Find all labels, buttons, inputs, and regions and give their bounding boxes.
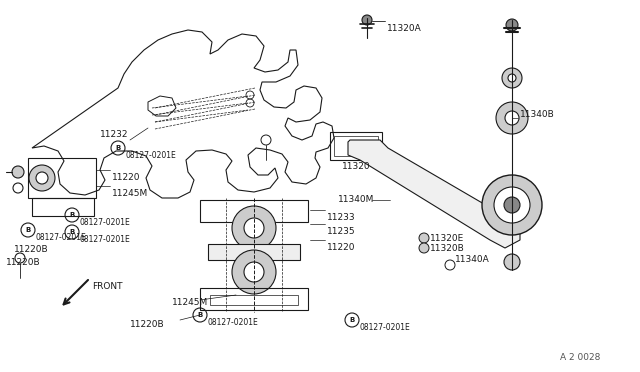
Text: 11320E: 11320E	[430, 234, 464, 243]
Circle shape	[362, 15, 372, 25]
Circle shape	[504, 254, 520, 270]
Text: 11220: 11220	[327, 243, 355, 252]
Text: B: B	[349, 317, 355, 323]
Circle shape	[244, 218, 264, 238]
Text: 08127-0201E: 08127-0201E	[208, 318, 259, 327]
Circle shape	[496, 102, 528, 134]
Text: 11340A: 11340A	[455, 255, 490, 264]
Text: 11233: 11233	[327, 213, 356, 222]
Text: B: B	[115, 145, 120, 151]
Bar	[334, 136, 378, 156]
Text: B: B	[69, 212, 75, 218]
Text: B: B	[69, 229, 75, 235]
Bar	[330, 132, 382, 160]
Circle shape	[482, 175, 542, 235]
Text: 11232: 11232	[100, 130, 129, 139]
Circle shape	[506, 19, 518, 31]
Text: 11220B: 11220B	[130, 320, 164, 329]
Bar	[200, 200, 308, 222]
Text: 11220B: 11220B	[6, 258, 40, 267]
Text: 11320A: 11320A	[387, 24, 422, 33]
Text: 08127-0201E: 08127-0201E	[360, 323, 411, 332]
Circle shape	[29, 165, 55, 191]
Text: 11245M: 11245M	[112, 189, 148, 198]
Circle shape	[36, 172, 48, 184]
Circle shape	[232, 206, 276, 250]
Bar	[32, 198, 94, 216]
PathPatch shape	[348, 140, 520, 248]
Bar	[200, 288, 308, 310]
Text: B: B	[26, 227, 31, 233]
Text: FRONT: FRONT	[92, 282, 122, 291]
Circle shape	[419, 243, 429, 253]
Circle shape	[12, 166, 24, 178]
Text: A 2 0028: A 2 0028	[559, 353, 600, 362]
Circle shape	[244, 262, 264, 282]
Text: 11245M: 11245M	[172, 298, 208, 307]
Text: 08127-0201E: 08127-0201E	[126, 151, 177, 160]
Text: B: B	[197, 312, 203, 318]
Text: 11340M: 11340M	[338, 195, 374, 204]
Text: 11220B: 11220B	[14, 245, 49, 254]
Circle shape	[508, 74, 516, 82]
Circle shape	[419, 233, 429, 243]
Text: 11235: 11235	[327, 227, 356, 236]
Circle shape	[504, 197, 520, 213]
Text: 08127-0201E: 08127-0201E	[36, 233, 87, 242]
Text: 11340B: 11340B	[520, 110, 555, 119]
Circle shape	[232, 250, 276, 294]
Text: 11320B: 11320B	[430, 244, 465, 253]
Text: 11320: 11320	[342, 162, 371, 171]
Text: 08127-0201E: 08127-0201E	[80, 218, 131, 227]
Bar	[210, 295, 298, 305]
Text: 08127-0201E: 08127-0201E	[80, 235, 131, 244]
Circle shape	[494, 187, 530, 223]
Circle shape	[505, 111, 519, 125]
Bar	[208, 244, 300, 260]
Text: 11220: 11220	[112, 173, 141, 182]
Bar	[28, 158, 96, 198]
Circle shape	[502, 68, 522, 88]
